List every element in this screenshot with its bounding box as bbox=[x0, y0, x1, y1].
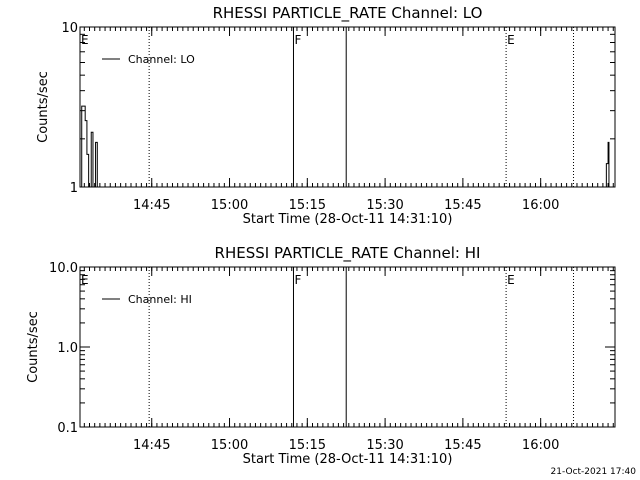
x-tick-label: 15:45 bbox=[444, 438, 481, 453]
legend-label: Channel: HI bbox=[128, 293, 192, 306]
plot-frame bbox=[79, 266, 616, 428]
x-tick-label: 15:30 bbox=[366, 198, 403, 213]
y-axis-label: Counts/sec bbox=[36, 71, 51, 143]
y-tick-label: 10.0 bbox=[49, 261, 78, 276]
x-tick-label: 15:15 bbox=[289, 438, 326, 453]
event-marker-label: F bbox=[294, 273, 301, 287]
generated-timestamp: 21-Oct-2021 17:40 bbox=[551, 467, 637, 477]
y-tick-label: 10 bbox=[61, 21, 78, 36]
x-tick-label: 15:00 bbox=[211, 198, 248, 213]
y-tick-label: 1.0 bbox=[57, 341, 78, 356]
chart-panel-1: RHESSI PARTICLE_RATE Channel: LO 1 10 Count… bbox=[36, 4, 616, 227]
legend-label: Channel: LO bbox=[128, 53, 195, 66]
event-marker-label: E bbox=[81, 273, 89, 287]
y-axis-label: Counts/sec bbox=[26, 311, 41, 383]
chart-title: RHESSI PARTICLE_RATE Channel: LO bbox=[213, 4, 483, 23]
chart-title: RHESSI PARTICLE_RATE Channel: HI bbox=[215, 244, 481, 263]
x-tick-label: 15:00 bbox=[211, 438, 248, 453]
x-tick-label: 14:45 bbox=[133, 198, 170, 213]
x-tick-label: 16:00 bbox=[522, 198, 559, 213]
x-tick-label: 15:15 bbox=[289, 198, 326, 213]
data-series-line bbox=[80, 105, 610, 187]
x-axis-label: Start Time (28-Oct-11 14:31:10) bbox=[243, 452, 453, 467]
plot-frame bbox=[79, 26, 616, 188]
y-tick-label: 0.1 bbox=[57, 421, 78, 436]
x-tick-label: 16:00 bbox=[522, 438, 559, 453]
x-tick-label: 15:30 bbox=[366, 438, 403, 453]
event-marker-label: E bbox=[81, 33, 89, 47]
x-tick-label: 14:45 bbox=[133, 438, 170, 453]
event-marker-label: E bbox=[507, 273, 515, 287]
x-axis-label: Start Time (28-Oct-11 14:31:10) bbox=[243, 212, 453, 227]
event-marker-label: F bbox=[294, 33, 301, 47]
x-tick-label: 15:45 bbox=[444, 198, 481, 213]
chart-panel-2: RHESSI PARTICLE_RATE Channel: HI 0.1 1.0 10… bbox=[26, 244, 616, 467]
event-marker-label: E bbox=[507, 33, 515, 47]
y-tick-label: 1 bbox=[70, 181, 78, 196]
